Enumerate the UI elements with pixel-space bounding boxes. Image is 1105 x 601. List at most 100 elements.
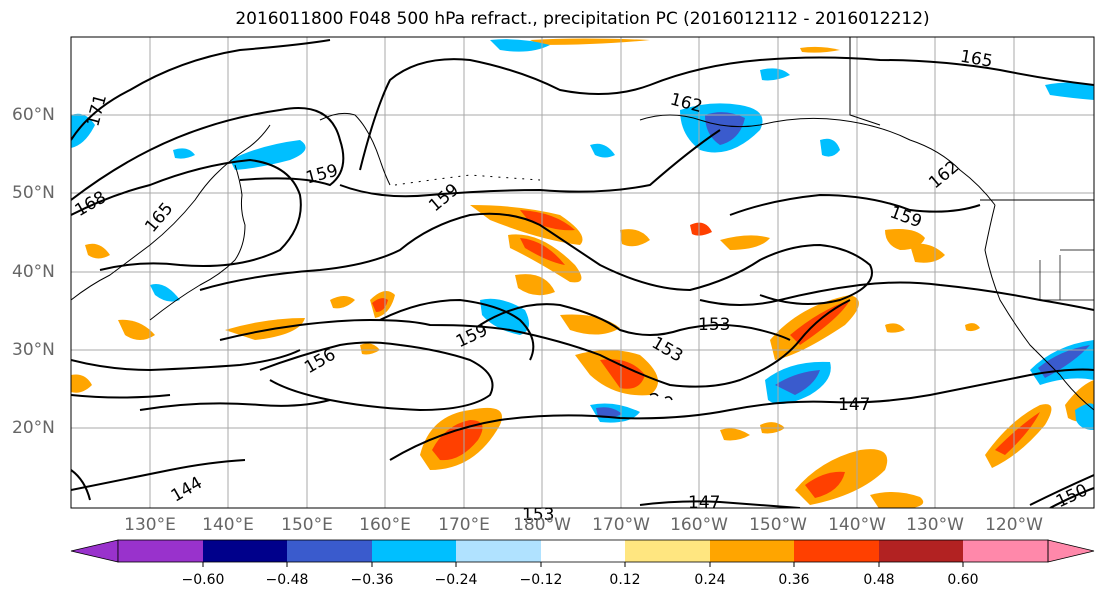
colorbar-ticks	[202, 562, 964, 567]
precip-patch	[590, 143, 615, 158]
map-title: 2016011800 F048 500 hPa refract., precip…	[235, 9, 930, 29]
lat-label-20n: 20°N	[12, 418, 55, 438]
colorbar-tick-label: −0.48	[265, 572, 309, 588]
contour-line	[339, 129, 721, 198]
precip-patch	[600, 359, 645, 389]
lon-label-130e: 130°E	[124, 515, 176, 535]
precip-patch	[71, 113, 95, 148]
contour-label: 153	[698, 315, 730, 335]
precip-patch	[530, 38, 650, 45]
colorbar	[70, 539, 1095, 567]
precip-patch	[490, 39, 550, 52]
precip-negative-patches	[71, 39, 1094, 430]
colorbar-segment	[879, 540, 963, 562]
precip-patch	[720, 235, 770, 250]
colorbar-segment	[625, 540, 710, 562]
precip-patch	[596, 407, 622, 418]
contour-line	[71, 394, 171, 399]
colorbar-tick-label: 0.24	[694, 572, 726, 588]
colorbar-segment	[372, 540, 456, 562]
precip-patch	[720, 428, 750, 441]
contour-line	[379, 298, 535, 361]
lon-label-170w: 170°W	[592, 515, 650, 535]
contour-line	[1029, 474, 1094, 506]
precip-patch	[150, 284, 180, 302]
contour-line	[359, 56, 1094, 171]
lon-label-130w: 130°W	[906, 515, 964, 535]
precip-positive-patches	[71, 38, 1094, 508]
precip-patch	[230, 140, 306, 170]
colorbar-segment	[794, 540, 879, 562]
japan-coast	[149, 164, 246, 321]
lon-label-150w: 150°W	[749, 515, 807, 535]
contour-label: 147	[688, 493, 720, 513]
contour-line	[71, 459, 246, 491]
lon-label-160w: 160°W	[670, 515, 728, 535]
colorbar-extend-right	[1047, 539, 1095, 563]
border-alaska-canada	[849, 37, 881, 126]
lon-label-160e: 160°E	[359, 515, 411, 535]
precip-patch	[805, 471, 845, 498]
colorbar-segment	[287, 540, 372, 562]
colorbar-segment	[456, 540, 541, 562]
lat-label-50n: 50°N	[12, 183, 55, 203]
colorbar-tick-label: −0.36	[350, 572, 394, 588]
colorbar-tick-label: −0.60	[181, 572, 225, 588]
lon-label-120w: 120°W	[985, 515, 1043, 535]
precip-patch	[330, 296, 355, 309]
northwest-america-coast	[984, 204, 1094, 411]
precip-patch	[760, 68, 790, 81]
contour-label: 147	[838, 395, 870, 415]
colorbar-tick-label: 0.36	[778, 572, 810, 588]
colorbar-segment	[710, 540, 794, 562]
colorbar-segment	[203, 540, 287, 562]
hawaii-islands	[649, 392, 673, 401]
colorbar-extend-left	[70, 539, 119, 563]
precip-patch	[1038, 345, 1090, 378]
colorbar-tick-label: −0.12	[519, 572, 563, 588]
lon-label-150e: 150°E	[281, 515, 333, 535]
contour-line	[71, 349, 301, 372]
contour-line	[639, 500, 801, 508]
alaska-coast	[639, 114, 996, 206]
precip-patch	[800, 46, 840, 53]
contour-line	[71, 469, 91, 501]
contour-line	[1049, 487, 1094, 508]
contour-line	[71, 39, 331, 141]
lon-label-140w: 140°W	[828, 515, 886, 535]
asia-coast	[71, 124, 271, 301]
contour-line	[259, 341, 494, 412]
precip-patch	[965, 323, 980, 332]
precip-patch	[520, 210, 575, 231]
precip-patch	[560, 314, 620, 335]
contour-label: 153	[522, 505, 554, 525]
colorbar-tick-label: 0.12	[609, 572, 641, 588]
precip-patch	[705, 112, 745, 145]
precip-patch	[910, 243, 945, 263]
lat-label-40n: 40°N	[12, 262, 55, 282]
precip-patch	[820, 138, 840, 157]
precip-patch	[690, 222, 712, 236]
precip-patch	[1075, 403, 1094, 430]
contour-line	[729, 193, 981, 216]
contour-line	[139, 399, 331, 411]
contour-line	[71, 107, 345, 201]
colorbar-tick-label: 0.60	[947, 572, 979, 588]
precip-patch	[360, 343, 380, 355]
colorbar-segment	[118, 540, 203, 562]
precip-patch	[372, 298, 388, 312]
kamchatka-coast	[319, 112, 391, 186]
colorbar-frame	[117, 539, 1049, 563]
lon-label-140e: 140°E	[202, 515, 254, 535]
map-frame	[70, 36, 1095, 509]
precip-patch	[1045, 82, 1094, 100]
contour-line	[71, 158, 302, 271]
colorbar-tick-label: 0.48	[863, 572, 895, 588]
precip-patch	[85, 243, 110, 259]
contour-line	[699, 281, 1094, 311]
contour-line	[389, 368, 1094, 461]
contour-line	[479, 303, 791, 341]
precip-patch	[775, 370, 820, 395]
colorbar-segment	[963, 540, 1048, 562]
